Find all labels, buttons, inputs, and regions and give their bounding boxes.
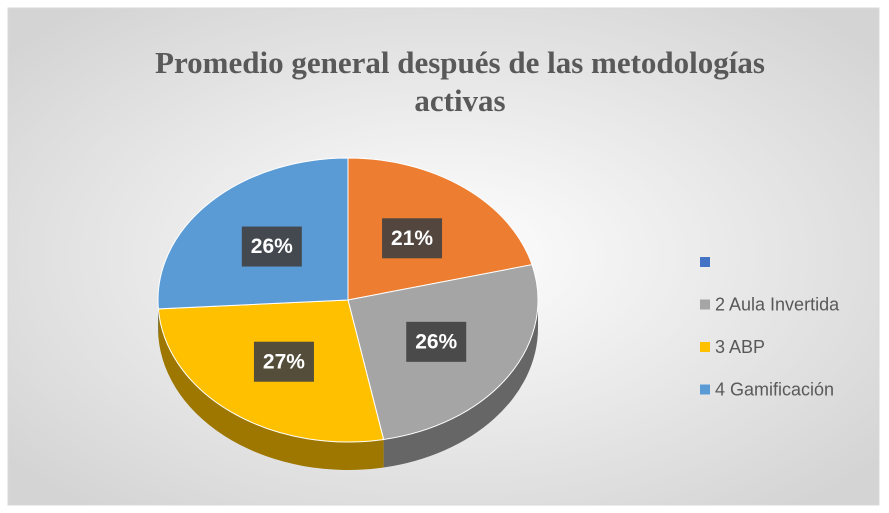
pie-tops <box>157 157 539 443</box>
legend: 2 Aula Invertida 3 ABP 4 Gamificación <box>700 257 840 399</box>
data-label-box <box>253 341 314 382</box>
legend-marker <box>700 342 710 352</box>
legend-marker <box>700 299 710 310</box>
pie-side <box>158 308 384 471</box>
data-label: 26% <box>251 235 293 258</box>
data-label: 26% <box>415 330 457 353</box>
legend-label: 2 Aula Invertida <box>715 294 840 314</box>
data-label-box <box>406 321 467 362</box>
legend-marker <box>700 257 710 267</box>
data-labels: 21% 26% 27% 26% <box>241 218 467 382</box>
legend-label: 4 Gamificación <box>715 379 834 399</box>
data-label-box <box>241 226 302 267</box>
pie-side <box>383 300 538 468</box>
legend-label: 3 ABP <box>715 337 765 357</box>
data-label: 27% <box>263 350 305 373</box>
data-label-box <box>382 218 443 259</box>
chart-title: Promedio general después de las metodolo… <box>155 45 765 118</box>
data-label: 21% <box>391 227 433 250</box>
legend-marker <box>700 384 710 395</box>
